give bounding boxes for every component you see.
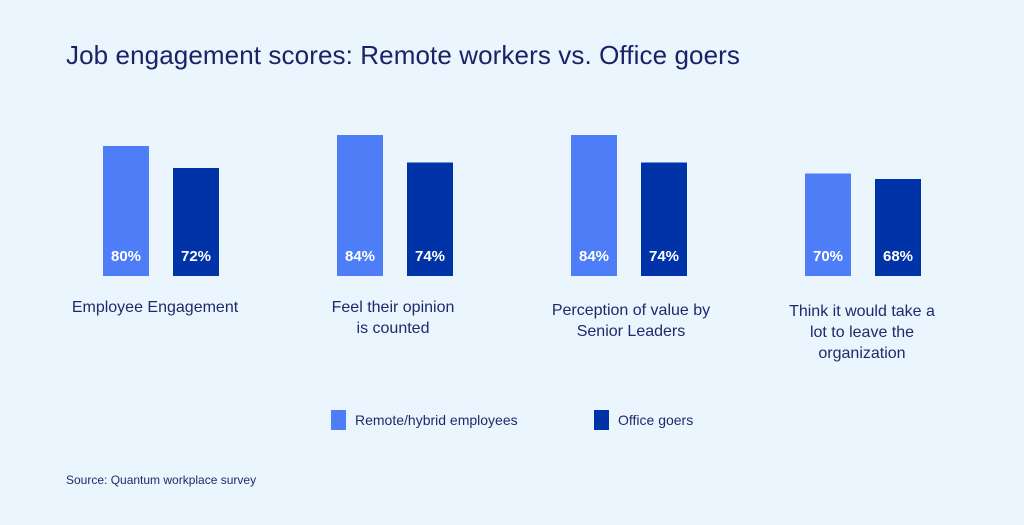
bar-remote-4	[805, 173, 851, 276]
bar-value-label: 74%	[649, 248, 679, 265]
category-label-line: is counted	[356, 320, 430, 337]
category-label-3: Perception of value by Senior Leaders	[521, 300, 741, 342]
category-label-4: Think it would take a lot to leave the org…	[752, 301, 972, 364]
legend-label-remote: Remote/hybrid employees	[355, 412, 518, 428]
bar-value-label: 84%	[345, 248, 375, 265]
bar-office-3	[641, 162, 687, 276]
bar-chart: 80% 84% 84% 70% 72% 74% 74% 68%	[103, 135, 921, 276]
category-label-1: Employee Engagement	[45, 297, 265, 318]
legend-item-remote: Remote/hybrid employees	[331, 409, 518, 431]
legend-swatch-office	[594, 410, 609, 430]
category-label-line: organization	[818, 345, 906, 362]
category-label-2: Feel their opinion is counted	[283, 297, 503, 339]
category-label-line: Think it would take a	[789, 303, 935, 320]
legend-swatch-remote	[331, 410, 346, 430]
bar-office-4	[875, 179, 921, 276]
chart-title: Job engagement scores: Remote workers vs…	[66, 40, 740, 70]
bar-value-label: 68%	[883, 248, 913, 265]
source-note: Source: Quantum workplace survey	[66, 473, 257, 487]
category-label-line: Feel their opinion	[331, 299, 455, 316]
bar-value-label: 70%	[813, 248, 843, 265]
bar-office-1	[173, 168, 219, 276]
bar-value-label: 80%	[111, 248, 141, 265]
bar-office-2	[407, 162, 453, 276]
bar-remote-2	[337, 135, 383, 276]
bar-value-label: 84%	[579, 248, 609, 265]
bar-remote-3	[571, 135, 617, 276]
category-label-line: lot to leave the	[809, 324, 915, 341]
category-label-line: Employee Engagement	[71, 299, 239, 316]
legend-item-office: Office goers	[594, 409, 693, 431]
category-label-line: Senior Leaders	[576, 323, 686, 340]
bar-value-label: 72%	[181, 248, 211, 265]
category-label-line: Perception of value by	[551, 302, 711, 319]
bar-remote-1	[103, 146, 149, 276]
bar-value-label: 74%	[415, 248, 445, 265]
legend-label-office: Office goers	[618, 412, 694, 428]
